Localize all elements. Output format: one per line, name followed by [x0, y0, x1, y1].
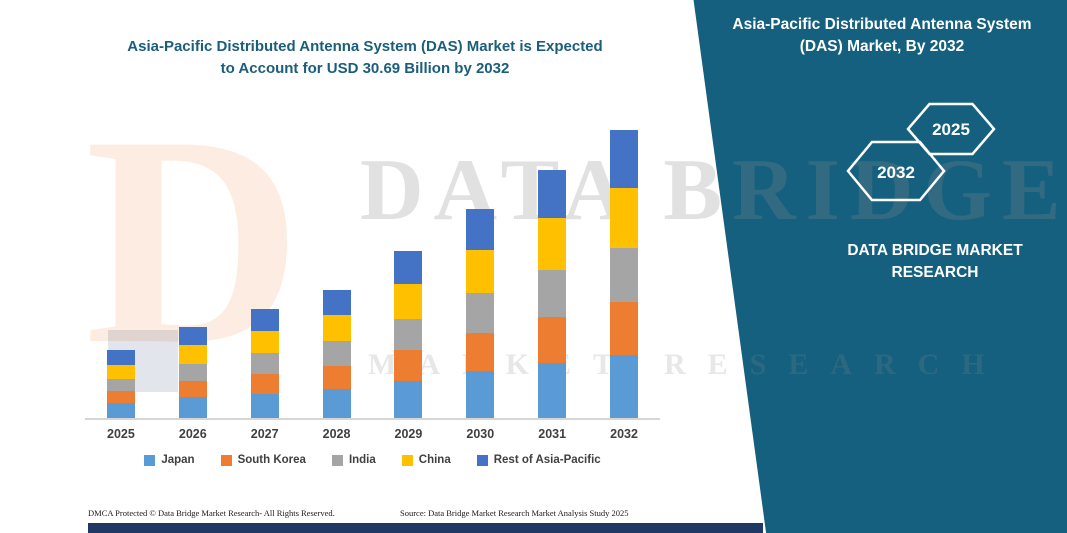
bar-segment-south-korea [394, 349, 423, 381]
bar-segment-rest-of-asia-pacific [106, 350, 135, 365]
bar-segment-japan [322, 388, 351, 418]
year-hexagons: 2032 2025 [846, 102, 996, 202]
bar-segment-india [178, 363, 207, 381]
bar-segment-china [610, 188, 639, 249]
bar-column-2029 [373, 120, 445, 418]
bar-segment-japan [250, 393, 279, 418]
brand-line2: RESEARCH [891, 264, 979, 282]
bar-segment-rest-of-asia-pacific [322, 289, 351, 315]
legend-label: Japan [161, 454, 195, 466]
bar-segment-rest-of-asia-pacific [538, 169, 567, 219]
bar-segment-india [250, 353, 279, 374]
bar-segment-south-korea [322, 365, 351, 389]
bar-segment-rest-of-asia-pacific [610, 130, 639, 189]
bar-stack [178, 327, 207, 418]
x-axis-label: 2031 [538, 427, 567, 441]
x-axis-labels: 2025 2026 2027 2028 2029 2030 2031 2032 [85, 427, 660, 441]
legend-swatch-icon [331, 454, 343, 466]
legend-item-japan: Japan [144, 454, 195, 466]
bar-segment-south-korea [610, 301, 639, 356]
bar-segment-south-korea [466, 332, 495, 372]
legend-swatch-icon [476, 454, 488, 466]
bar-column-2027 [229, 120, 301, 418]
legend-swatch-icon [144, 454, 156, 466]
x-axis-label: 2025 [107, 427, 135, 441]
footer-dmca: DMCA Protected © Data Bridge Market Rese… [88, 508, 335, 518]
bar-segment-china [250, 330, 279, 354]
bar-segment-china [322, 314, 351, 342]
legend-label: China [418, 454, 451, 466]
bar-segment-china [466, 250, 495, 294]
bar-stack [322, 289, 351, 418]
hexagon-2032: 2032 [846, 140, 946, 202]
bar-segment-china [106, 364, 135, 379]
bar-segment-japan [106, 403, 135, 418]
bar-column-2028 [301, 120, 373, 418]
side-panel-title: Asia-Pacific Distributed Antenna System … [732, 16, 1032, 55]
bar-stack [394, 251, 423, 418]
bar-segment-india [322, 341, 351, 366]
bar-segment-china [538, 218, 567, 270]
chart-title: Asia-Pacific Distributed Antenna System … [127, 38, 603, 77]
hexagon-2032-label: 2032 [877, 163, 915, 182]
bar-segment-rest-of-asia-pacific [394, 251, 423, 285]
x-axis-label: 2027 [250, 427, 279, 441]
bar-segment-india [538, 269, 567, 317]
legend-swatch-icon [220, 454, 232, 466]
x-axis-label: 2029 [394, 427, 423, 441]
brand-line1: DATA BRIDGE MARKET [847, 242, 1023, 259]
bar-column-2032 [588, 120, 660, 418]
bar-segment-japan [178, 397, 207, 418]
hexagon-2025-label: 2025 [932, 120, 970, 139]
bar-segment-south-korea [106, 390, 135, 403]
bar-segment-japan [538, 362, 567, 418]
bar-segment-south-korea [538, 316, 567, 363]
bar-column-2031 [516, 120, 588, 418]
bar-segment-india [106, 378, 135, 391]
bar-segment-japan [610, 355, 639, 418]
legend: Japan South Korea India China Rest of Asia-P… [85, 454, 660, 466]
bar-column-2030 [444, 120, 516, 418]
legend-swatch-icon [401, 454, 413, 466]
legend-item-rest-of-asia-pacific: Rest of Asia-Pacific [476, 454, 601, 466]
bar-stack [610, 130, 639, 418]
bar-segment-japan [466, 371, 495, 418]
bar-segment-india [394, 318, 423, 350]
legend-item-china: China [401, 454, 451, 466]
bar-stack [106, 350, 135, 418]
bar-segment-india [610, 248, 639, 302]
x-axis-label: 2032 [610, 427, 638, 441]
hexagon-2025: 2025 [906, 102, 996, 156]
legend-item-south-korea: South Korea [220, 454, 306, 466]
legend-label: South Korea [237, 454, 306, 466]
bar-column-2025 [85, 120, 157, 418]
bar-segment-rest-of-asia-pacific [178, 327, 207, 345]
bar-stack [250, 309, 279, 418]
bar-stack [466, 208, 495, 418]
footer-source: Source: Data Bridge Market Research Mark… [400, 508, 629, 518]
bar-segment-south-korea [250, 373, 279, 394]
bar-segment-rest-of-asia-pacific [466, 208, 495, 251]
bar-segment-china [178, 344, 207, 364]
bar-segment-china [394, 284, 423, 319]
brand-text: DATA BRIDGE MARKET RESEARCH [795, 240, 1067, 285]
x-axis-label: 2028 [322, 427, 351, 441]
bar-stack [538, 169, 567, 418]
bottom-accent-bar [88, 523, 763, 533]
bar-column-2026 [157, 120, 229, 418]
legend-label: India [348, 454, 376, 466]
bar-segment-india [466, 293, 495, 333]
x-axis-label: 2026 [178, 427, 207, 441]
bar-segment-japan [394, 380, 423, 418]
bars [85, 120, 660, 420]
legend-label: Rest of Asia-Pacific [493, 454, 601, 466]
legend-item-india: India [331, 454, 376, 466]
x-axis-label: 2030 [466, 427, 495, 441]
bar-segment-south-korea [178, 380, 207, 398]
bar-segment-rest-of-asia-pacific [250, 309, 279, 331]
